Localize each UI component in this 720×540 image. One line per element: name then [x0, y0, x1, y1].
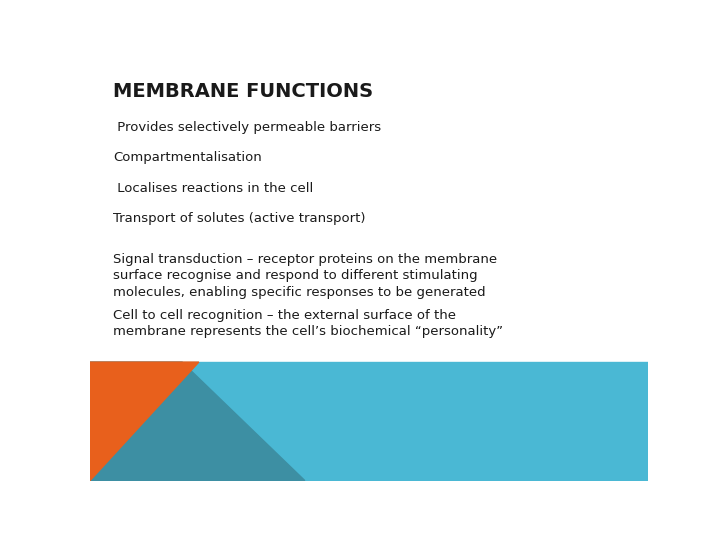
Text: Signal transduction – receptor proteins on the membrane
surface recognise and re: Signal transduction – receptor proteins …	[114, 253, 498, 299]
Text: MEMBRANE FUNCTIONS: MEMBRANE FUNCTIONS	[114, 82, 374, 102]
Text: Compartmentalisation: Compartmentalisation	[114, 151, 262, 164]
Text: Cell to cell recognition – the external surface of the
membrane represents the c: Cell to cell recognition – the external …	[114, 309, 503, 339]
Polygon shape	[90, 362, 199, 481]
Text: Localises reactions in the cell: Localises reactions in the cell	[114, 181, 314, 194]
Polygon shape	[90, 362, 648, 481]
Text: Provides selectively permeable barriers: Provides selectively permeable barriers	[114, 121, 382, 134]
Polygon shape	[90, 362, 305, 481]
Text: Transport of solutes (active transport): Transport of solutes (active transport)	[114, 212, 366, 225]
